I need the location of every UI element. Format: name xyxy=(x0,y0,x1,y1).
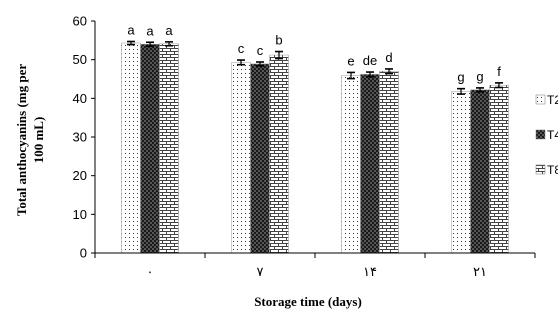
error-bar-T2-1 xyxy=(237,59,245,66)
legend-swatch xyxy=(535,164,546,175)
bar-T8-0 xyxy=(159,43,179,254)
legend: T2 T4 T8 xyxy=(535,93,558,177)
bar-T4-1 xyxy=(250,63,270,254)
significance-letter: a xyxy=(165,23,173,38)
bars: a a ac cbe de dg g f xyxy=(121,22,509,254)
legend-item-T4: T4 xyxy=(535,128,558,142)
y-tick-label: 50 xyxy=(73,52,87,67)
significance-letter: de xyxy=(363,53,377,68)
legend-item-T8: T8 xyxy=(535,163,558,177)
x-tick-label: ۱۴ xyxy=(363,264,377,279)
x-tick-label: ۰ xyxy=(147,264,154,279)
significance-letter: f xyxy=(497,64,501,79)
significance-letter: a xyxy=(146,23,154,38)
y-axis-label-line-1: Total anthocyanins (mg per xyxy=(14,64,29,217)
legend-swatch xyxy=(535,129,546,140)
bar-T2-0 xyxy=(121,42,141,254)
bar-T4-2 xyxy=(360,74,380,254)
bar-T2-1 xyxy=(231,62,251,254)
significance-letter: c xyxy=(238,41,245,56)
significance-letter: a xyxy=(127,22,135,37)
y-axis-label-line-2: 100 mL) xyxy=(31,117,46,164)
error-bar-T8-1 xyxy=(275,50,283,60)
bar-T8-2 xyxy=(379,71,399,254)
axes xyxy=(94,21,535,254)
legend-swatch xyxy=(535,94,546,105)
bar-T2-3 xyxy=(451,91,471,254)
error-bar-T2-2 xyxy=(347,71,355,80)
bar-T8-3 xyxy=(489,84,509,254)
x-tick-label: ۲۱ xyxy=(473,264,487,279)
y-tick-label: 40 xyxy=(73,91,87,106)
y-tick-label: 20 xyxy=(73,168,87,183)
x-axis-ticks: ۰ ۷ ۱۴ ۲۱ xyxy=(94,253,536,279)
y-tick-label: 10 xyxy=(73,207,87,222)
legend-label: T2 xyxy=(547,93,558,107)
significance-letter: c xyxy=(257,43,264,58)
error-bar-T2-0 xyxy=(127,40,135,46)
error-bar-T4-3 xyxy=(476,87,484,93)
legend-label: T8 xyxy=(547,163,558,177)
significance-letter: g xyxy=(476,69,483,84)
legend-label: T4 xyxy=(547,128,558,142)
error-bar-T8-2 xyxy=(385,68,393,75)
error-bar-T4-2 xyxy=(366,71,374,78)
error-bar-T4-0 xyxy=(146,41,154,47)
significance-letter: d xyxy=(385,50,392,65)
bar-T4-0 xyxy=(140,43,160,254)
significance-letter: e xyxy=(347,53,354,68)
error-bar-T2-3 xyxy=(457,87,465,95)
y-tick-label: 0 xyxy=(80,246,87,261)
bar-T8-1 xyxy=(269,54,289,254)
legend-item-T2: T2 xyxy=(535,93,558,107)
error-bar-T8-3 xyxy=(495,82,503,89)
y-tick-label: 60 xyxy=(73,14,87,29)
error-bar-T8-0 xyxy=(165,41,173,47)
bar-T2-2 xyxy=(341,75,361,254)
bar-T4-3 xyxy=(470,89,490,254)
y-axis-ticks: 0 10 20 30 40 50 60 xyxy=(73,14,95,261)
y-axis-label: Total anthocyanins (mg per 100 mL) xyxy=(14,64,46,217)
x-tick-label: ۷ xyxy=(257,264,264,279)
significance-letter: g xyxy=(457,70,464,85)
significance-letter: b xyxy=(275,33,282,48)
y-tick-label: 30 xyxy=(73,130,87,145)
x-axis-label: Storage time (days) xyxy=(254,294,362,309)
error-bar-T4-1 xyxy=(256,61,264,67)
